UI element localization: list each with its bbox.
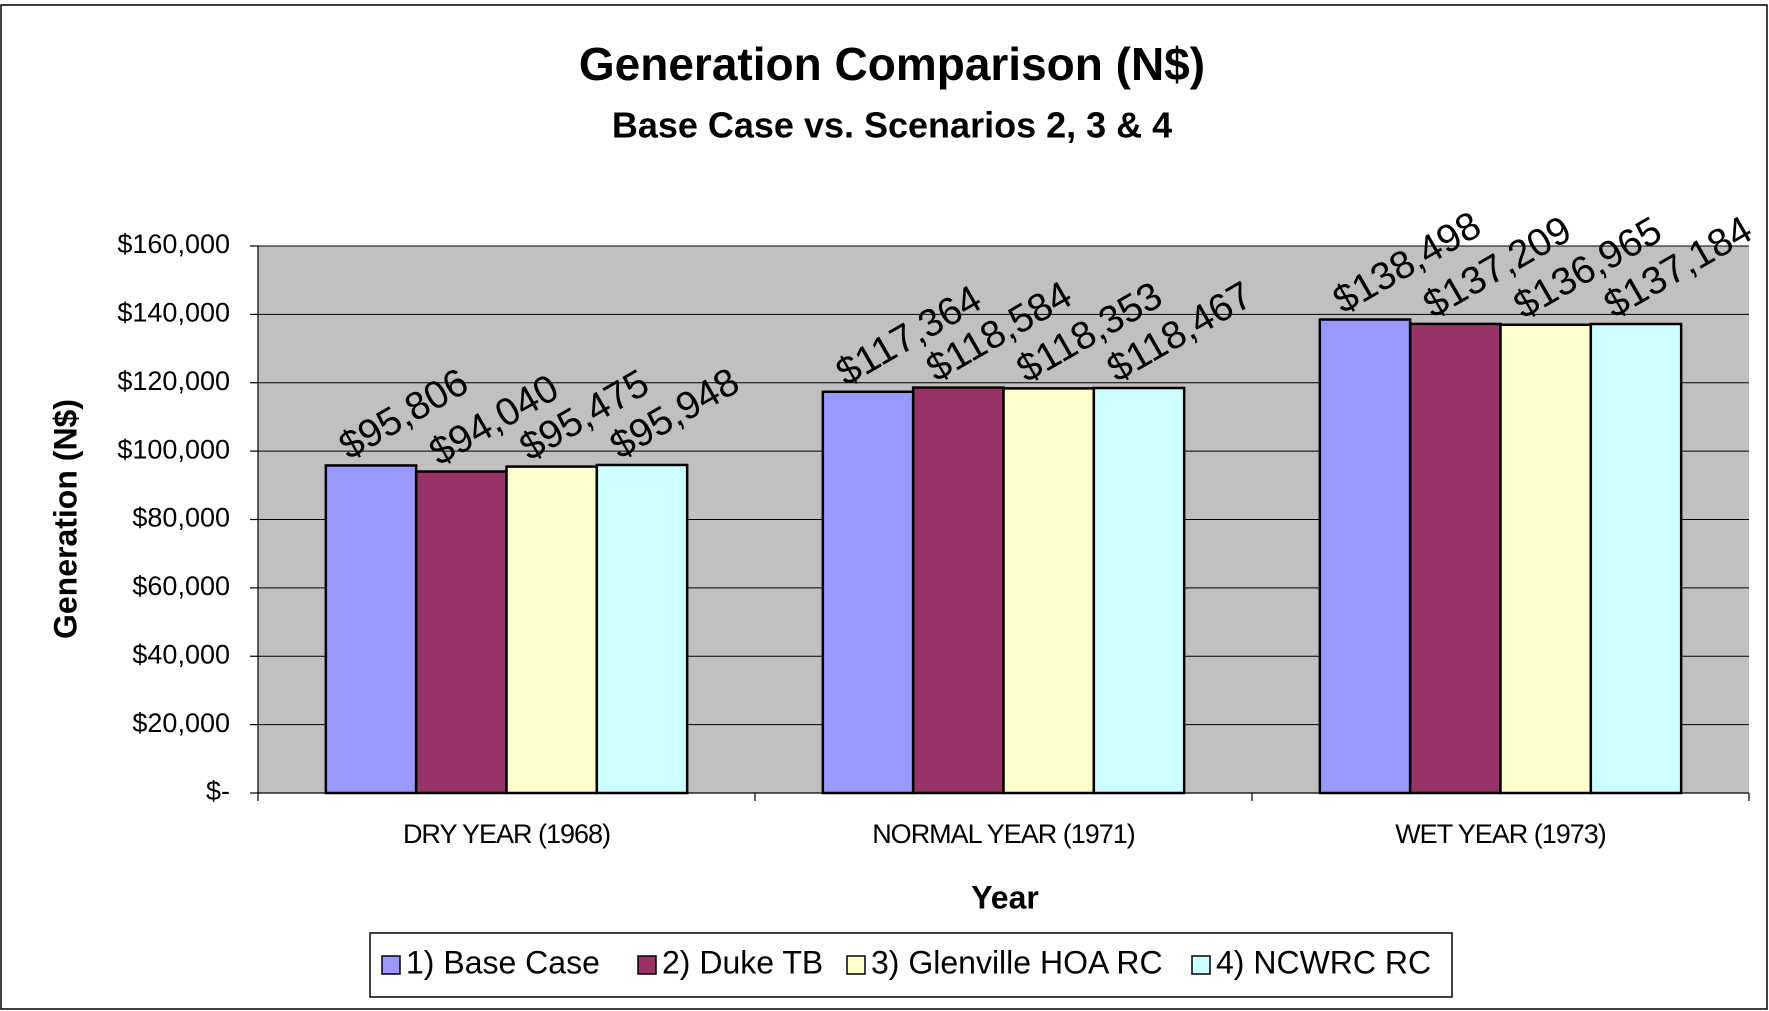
chart-title: Generation Comparison (N$) [579, 38, 1205, 90]
bar [1589, 322, 1683, 795]
y-tick-label: $40,000 [132, 639, 230, 669]
legend-swatch [637, 955, 657, 975]
y-tick-label: $140,000 [117, 298, 230, 328]
legend-label: 1) Base Case [406, 944, 600, 980]
y-tick-label: $160,000 [117, 229, 230, 259]
bar [414, 470, 508, 795]
x-tick-label: WET YEAR (1973) [1395, 819, 1606, 849]
y-tick-label: $120,000 [117, 366, 230, 396]
legend-box [369, 932, 1453, 998]
legend-label: 3) Glenville HOA RC [871, 944, 1163, 980]
bar [821, 390, 915, 795]
y-tick-label: $100,000 [117, 434, 230, 464]
bar [1499, 323, 1593, 795]
y-axis-label: Generation (N$) [47, 399, 83, 639]
bar [911, 386, 1005, 795]
bar [1002, 387, 1096, 795]
y-tick-label: $60,000 [132, 571, 230, 601]
chart-subtitle: Base Case vs. Scenarios 2, 3 & 4 [612, 105, 1172, 146]
legend-label: 2) Duke TB [662, 944, 823, 980]
legend-swatch [381, 955, 401, 975]
legend-swatch [1191, 955, 1211, 975]
x-axis-label: Year [971, 879, 1039, 915]
bar [1092, 386, 1186, 795]
bar [324, 464, 418, 795]
y-tick-label: $20,000 [132, 708, 230, 738]
x-tick-label: NORMAL YEAR (1971) [872, 819, 1135, 849]
y-tick-label: $- [206, 776, 230, 806]
bar [1408, 322, 1502, 795]
legend-swatch [846, 955, 866, 975]
bar [1318, 318, 1412, 795]
x-tick-label: DRY YEAR (1968) [403, 819, 610, 849]
legend-label: 4) NCWRC RC [1216, 944, 1431, 980]
bar [595, 463, 689, 795]
y-tick-label: $80,000 [132, 503, 230, 533]
bar [505, 465, 599, 795]
